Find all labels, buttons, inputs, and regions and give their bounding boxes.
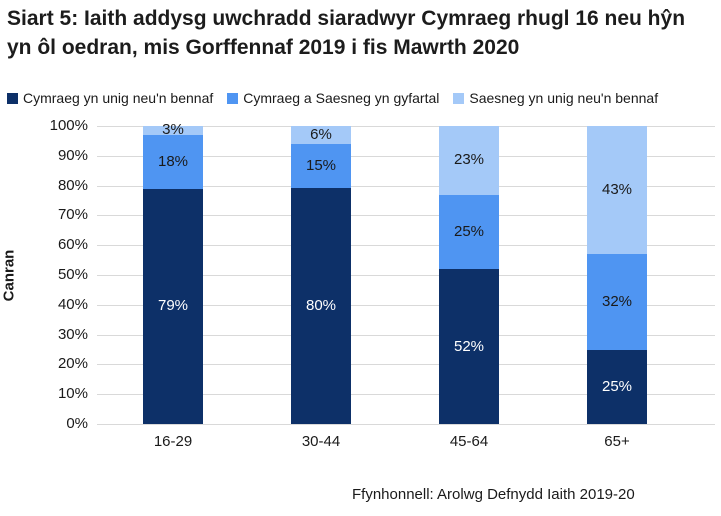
gridline: [97, 275, 715, 276]
gridline: [97, 394, 715, 395]
bar-segment-label: 25%: [453, 222, 485, 240]
gridline: [97, 364, 715, 365]
bar-segment: [587, 254, 647, 350]
bar-segment: [291, 187, 351, 424]
bar-segment-label: 52%: [453, 337, 485, 355]
legend-label: Cymraeg yn unig neu'n bennaf: [23, 90, 214, 106]
bar-segment: [587, 349, 647, 424]
bar-stack-30-44: 80% 15% 6%: [291, 126, 351, 424]
bar-segment-label: 6%: [310, 125, 332, 143]
legend-swatch-icon: [453, 92, 465, 104]
gridline: [97, 245, 715, 246]
gridline: [97, 424, 715, 425]
bar-segment: [587, 126, 647, 255]
y-tick-label: 60%: [57, 236, 88, 253]
bar-segment-label: 3%: [162, 121, 184, 139]
bar-stack-65+: 25% 32% 43%: [587, 126, 647, 424]
y-axis-title: Canran: [0, 249, 18, 302]
y-tick-label: 80%: [57, 177, 88, 194]
y-tick-label: 90%: [57, 147, 88, 164]
legend-item: Cymraeg a Saesneg yn gyfartal: [227, 90, 439, 106]
source-note: Ffynhonnell: Arolwg Defnydd Iaith 2019-2…: [352, 486, 635, 503]
x-tick-label: 30-44: [301, 433, 341, 450]
bar-segment: [143, 188, 203, 424]
legend-label: Saesneg yn unig neu'n bennaf: [469, 90, 659, 106]
bar-stack-16-29: 79% 18% 3%: [143, 121, 203, 424]
legend-swatch-icon: [227, 92, 239, 104]
bar-segment: [439, 269, 499, 424]
y-tick-label: 70%: [57, 206, 88, 223]
y-tick-label: 40%: [57, 296, 88, 313]
bar-segment: [439, 126, 499, 195]
bar-segment: [291, 126, 351, 144]
x-tick-label: 16-29: [153, 433, 193, 450]
y-tick-label: 50%: [57, 266, 88, 283]
legend-label: Cymraeg a Saesneg yn gyfartal: [243, 90, 440, 106]
bar-segment-label: 79%: [157, 297, 189, 315]
y-tick-label: 100%: [49, 117, 88, 134]
y-tick-label: 30%: [57, 326, 88, 343]
gridline: [97, 215, 715, 216]
bar-segment-label: 23%: [453, 151, 485, 169]
gridline: [97, 186, 715, 187]
legend: Cymraeg yn unig neu'n bennaf Cymraeg a Sa…: [7, 90, 717, 106]
bar-segment: [291, 143, 351, 188]
bar-segment-label: 32%: [601, 292, 633, 310]
x-tick-label: 45-64: [449, 433, 489, 450]
x-tick-label: 65+: [604, 433, 630, 450]
y-tick-label: 0%: [66, 415, 88, 432]
gridline: [97, 335, 715, 336]
y-tick-label: 10%: [57, 385, 88, 402]
bar-segment: [143, 126, 203, 135]
bar-segment: [439, 194, 499, 270]
bar-segment: [143, 134, 203, 189]
legend-item: Saesneg yn unig neu'n bennaf: [453, 90, 658, 106]
gridline: [97, 305, 715, 306]
bar-segment-label: 15%: [305, 156, 337, 174]
y-tick-label: 20%: [57, 355, 88, 372]
legend-swatch-icon: [7, 92, 18, 104]
legend-item: Cymraeg yn unig neu'n bennaf: [7, 90, 213, 106]
bar-segment-label: 25%: [601, 377, 633, 395]
bar-segment-label: 43%: [601, 181, 633, 199]
chart-title: Siart 5: Iaith addysg uwchradd siaradwyr…: [7, 7, 686, 59]
bar-segment-label: 80%: [305, 296, 337, 314]
gridline: [97, 156, 715, 157]
gridline: [97, 126, 715, 127]
bar-segment-label: 18%: [157, 152, 189, 170]
bar-stack-45-64: 52% 25% 23%: [439, 126, 499, 424]
